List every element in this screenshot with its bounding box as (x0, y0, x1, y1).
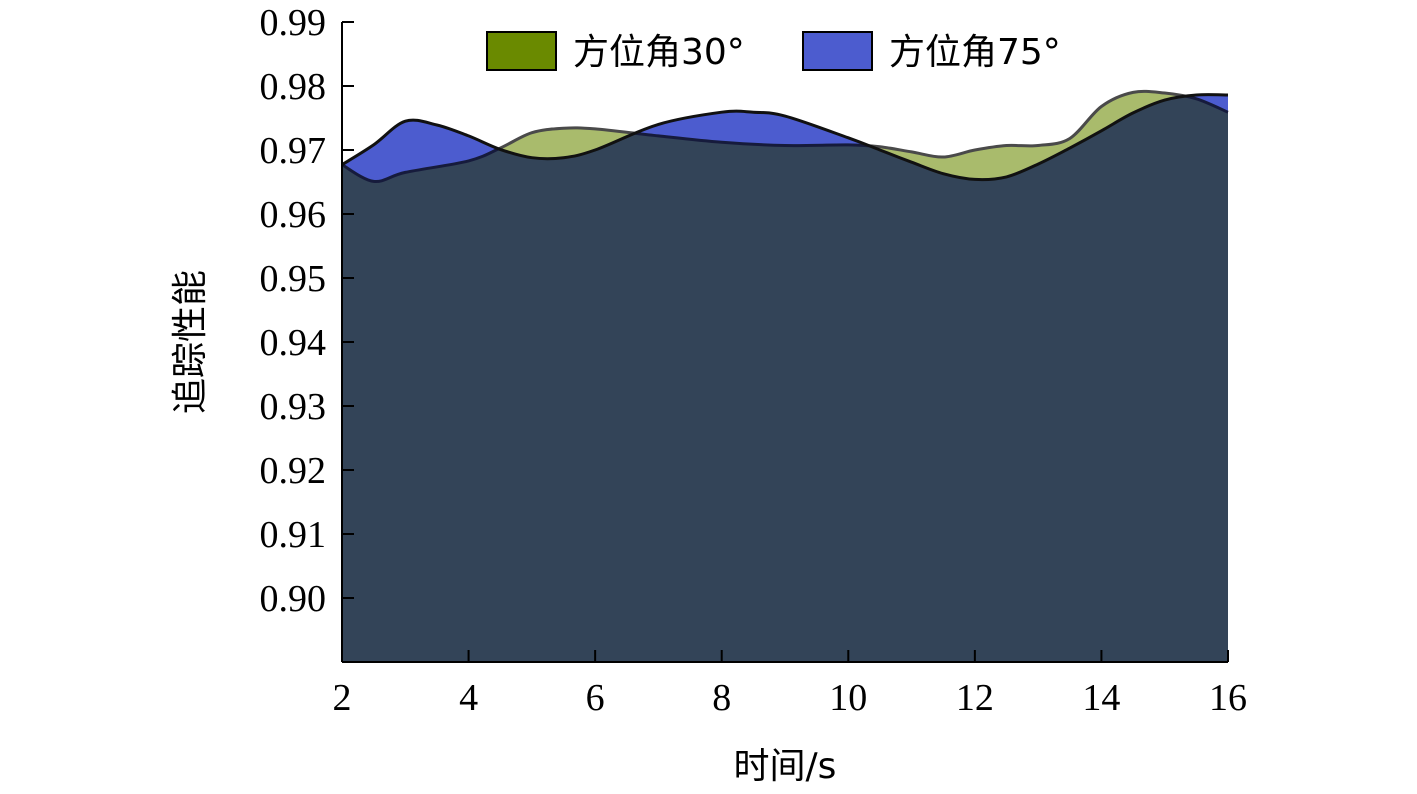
x-ticks: 2 4 6 8 10 12 14 16 (333, 650, 1247, 719)
legend-label: 方位角75° (889, 32, 1061, 73)
x-tick-label: 8 (712, 677, 731, 719)
x-axis-label: 时间/s (734, 746, 837, 787)
legend-swatch (486, 31, 557, 71)
series-line-2 (341, 93, 1229, 182)
y-tick-label: 0.98 (260, 66, 327, 108)
x-tick-label: 16 (1209, 677, 1247, 719)
y-tick-label: 0.91 (260, 514, 327, 556)
x-tick-label: 10 (829, 677, 867, 719)
series-area-2 (342, 94, 1228, 663)
legend-swatch (802, 31, 873, 71)
y-tick-label: 0.97 (260, 130, 327, 172)
y-ticks: 0.90 0.91 0.92 0.93 0.94 0.95 0.96 0.97 0.98 0.99 (260, 2, 354, 620)
legend: 方位角30° 方位角75° (486, 31, 1061, 73)
y-tick-label: 0.93 (260, 386, 327, 428)
y-tick-label: 0.99 (260, 2, 327, 44)
legend-label: 方位角30° (573, 32, 745, 73)
y-tick-label: 0.96 (260, 194, 327, 236)
y-tick-label: 0.90 (260, 578, 327, 620)
y-axis-label: 追踪性能 (170, 270, 211, 414)
x-tick-label: 14 (1082, 677, 1120, 719)
y-tick-label: 0.92 (260, 450, 327, 492)
x-tick-label: 12 (956, 677, 994, 719)
y-tick-label: 0.94 (260, 322, 327, 364)
x-tick-label: 4 (459, 677, 478, 719)
y-tick-label: 0.95 (260, 258, 327, 300)
area-layer (341, 89, 1229, 663)
x-tick-label: 6 (586, 677, 605, 719)
x-tick-label: 2 (333, 677, 352, 719)
